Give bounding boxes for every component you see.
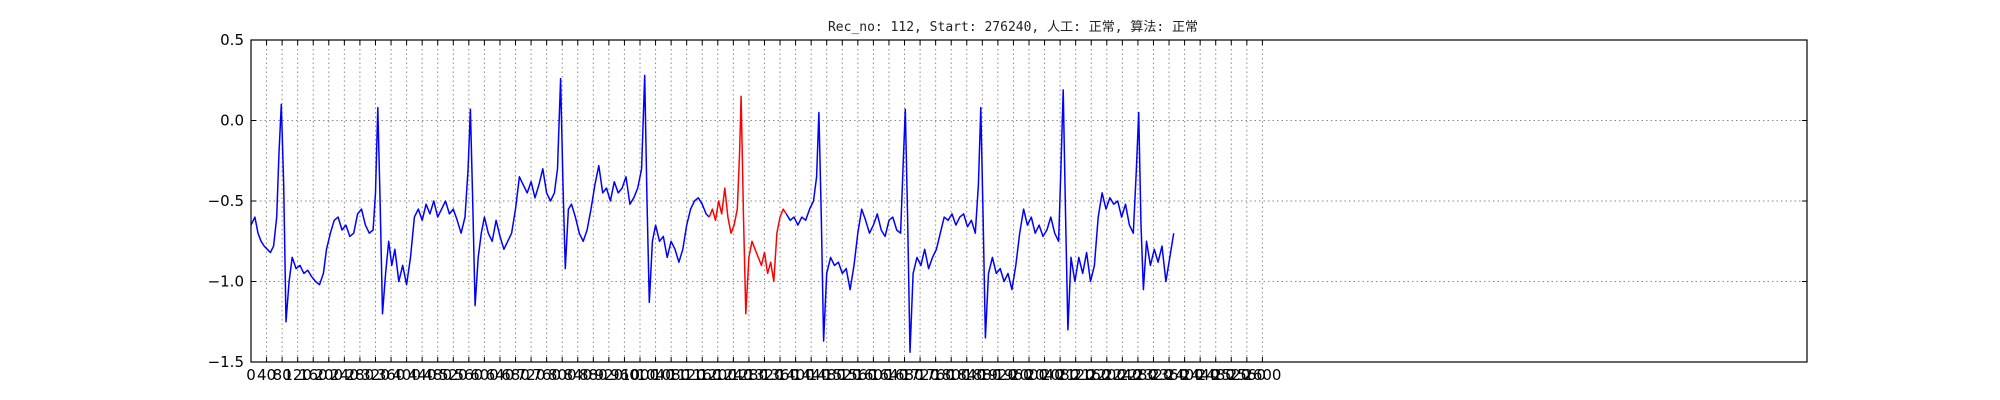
- ecg-series-segment-3: [785, 89, 1175, 354]
- x-tick-label: 2440: [1181, 366, 1219, 384]
- x-tick-label: 960: [610, 366, 639, 384]
- x-tick-label: 1160: [683, 366, 721, 384]
- ecg-series-segment-2: [708, 95, 787, 315]
- x-tick-label: 2480: [1197, 366, 1235, 384]
- x-tick-label: 1120: [668, 366, 706, 384]
- x-tick-label: 720: [517, 366, 546, 384]
- x-tick-label: 280: [346, 366, 375, 384]
- x-tick-label: 2360: [1150, 366, 1188, 384]
- x-tick-label: 1200: [699, 366, 737, 384]
- x-tick-label: 920: [595, 366, 624, 384]
- x-tick-label: 480: [423, 366, 452, 384]
- x-tick-label: 40: [257, 366, 276, 384]
- x-tick-label: 1520: [823, 366, 861, 384]
- y-tick-label: −0.5: [208, 192, 244, 210]
- x-tick-label: 2320: [1134, 366, 1172, 384]
- x-tick-label: 1720: [901, 366, 939, 384]
- x-tick-label: 2400: [1166, 366, 1204, 384]
- x-tick-label: 760: [532, 366, 561, 384]
- x-tick-label: 1840: [948, 366, 986, 384]
- x-tick-label: 1360: [761, 366, 799, 384]
- x-tick-label: 440: [408, 366, 437, 384]
- x-tick-label: 2280: [1119, 366, 1157, 384]
- x-tick-label: 2240: [1103, 366, 1141, 384]
- x-tick-label: 600: [470, 366, 499, 384]
- x-tick-label: 120: [283, 366, 312, 384]
- x-tick-label: 1920: [979, 366, 1017, 384]
- x-tick-label: 640: [486, 366, 515, 384]
- x-tick-label: 160: [299, 366, 328, 384]
- x-tick-label: 1960: [994, 366, 1032, 384]
- chart-title: Rec_no: 112, Start: 276240, 人工: 正常, 算法: …: [828, 20, 1198, 35]
- x-tick-label: 2040: [1025, 366, 1063, 384]
- x-tick-label: 1240: [714, 366, 752, 384]
- ecg-series-segment-1: [250, 74, 710, 323]
- x-tick-label: 1880: [963, 366, 1001, 384]
- x-tick-label: 320: [361, 366, 390, 384]
- x-tick-label: 2560: [1228, 366, 1266, 384]
- x-tick-label: 1000: [621, 366, 659, 384]
- x-tick-label: 1680: [885, 366, 923, 384]
- x-tick-label: 360: [377, 366, 406, 384]
- grid: [250, 39, 1807, 363]
- ecg-traces: [250, 74, 1175, 354]
- y-axis-ticks: 0.5 0.0 −0.5 −1.0 −1.5: [208, 31, 1807, 371]
- x-tick-label: 1600: [854, 366, 892, 384]
- x-tick-label: 560: [455, 366, 484, 384]
- x-tick-label: 200: [314, 366, 343, 384]
- x-tick-label: 2120: [1057, 366, 1095, 384]
- y-tick-label: 0.0: [220, 112, 244, 130]
- x-tick-label: 1280: [730, 366, 768, 384]
- x-tick-label: 400: [392, 366, 421, 384]
- x-tick-label: 80: [273, 366, 292, 384]
- x-tick-label: 1640: [870, 366, 908, 384]
- x-tick-label: 2200: [1088, 366, 1126, 384]
- x-tick-label: 1400: [777, 366, 815, 384]
- x-tick-label: 800: [548, 366, 577, 384]
- x-tick-label: 0: [246, 366, 256, 384]
- x-axis-ticks: 0 408012016020024028032036040044048052056…: [246, 40, 1281, 384]
- x-tick-label: 1040: [636, 366, 674, 384]
- x-tick-label: 1440: [792, 366, 830, 384]
- x-tick-label: 2600: [1243, 366, 1281, 384]
- y-tick-label: 0.5: [220, 31, 244, 49]
- x-tick-label: 840: [563, 366, 592, 384]
- y-tick-label: −1.5: [208, 353, 244, 371]
- x-tick-label: 520: [439, 366, 468, 384]
- x-tick-label: 1560: [839, 366, 877, 384]
- x-tick-label: 1760: [917, 366, 955, 384]
- x-tick-label: 1800: [932, 366, 970, 384]
- y-tick-label: −1.0: [208, 273, 244, 291]
- x-tick-label: 2160: [1072, 366, 1110, 384]
- plot-frame: [250, 39, 1808, 363]
- x-tick-label: 2520: [1212, 366, 1250, 384]
- x-tick-label: 680: [501, 366, 530, 384]
- x-tick-label: 240: [330, 366, 359, 384]
- x-tick-label: 2000: [1010, 366, 1048, 384]
- x-tick-label: 1480: [808, 366, 846, 384]
- x-tick-label: 880: [579, 366, 608, 384]
- x-tick-label: 1320: [745, 366, 783, 384]
- x-tick-label: 1080: [652, 366, 690, 384]
- x-tick-label: 2080: [1041, 366, 1079, 384]
